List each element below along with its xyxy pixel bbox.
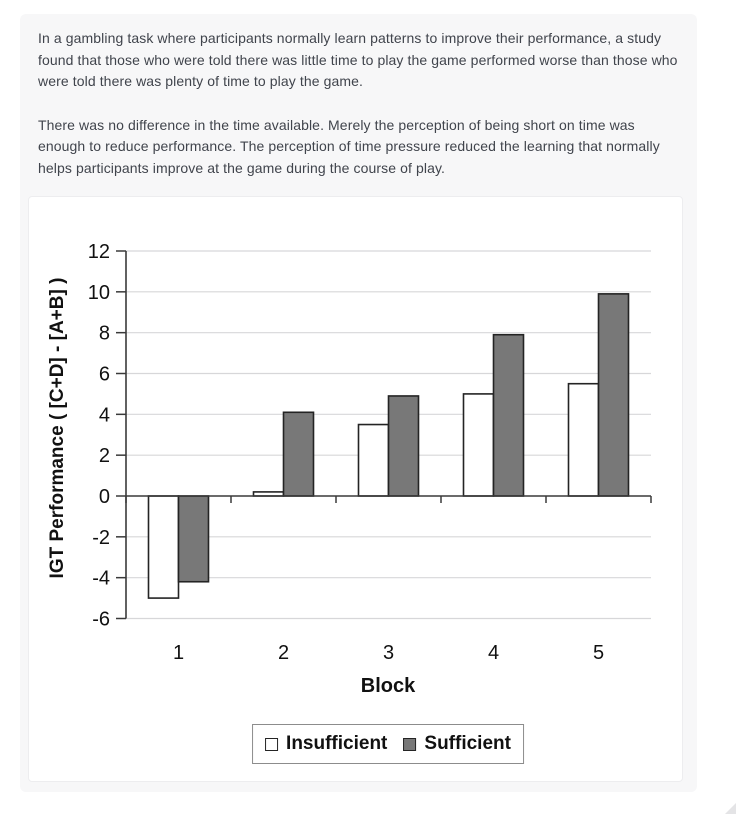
corner-artifact	[725, 803, 736, 814]
y-tick-label: 2	[99, 445, 110, 467]
legend-label-insufficient: Insufficient	[286, 733, 388, 754]
bar-sufficient-block-1	[177, 495, 210, 583]
intro-paragraph-1: In a gambling task where participants no…	[38, 30, 678, 89]
intro-paragraph-2: There was no difference in the time avai…	[38, 116, 660, 176]
legend: Insufficient Sufficient	[252, 724, 524, 764]
y-tick-label: 8	[99, 323, 110, 345]
legend-swatch-sufficient	[403, 737, 417, 751]
x-tick-label: 5	[593, 642, 604, 664]
x-tick-label: 2	[278, 642, 289, 664]
bar-insufficient-block-4	[462, 393, 495, 497]
x-tick-label: 4	[488, 642, 499, 664]
content-panel: In a gambling task where participants no…	[20, 14, 697, 792]
y-axis-title: IGT Performance ( [C+D] - [A+B] )	[47, 277, 68, 579]
y-tick-label: 4	[99, 404, 110, 426]
legend-label-sufficient: Sufficient	[424, 733, 511, 754]
x-axis-title: Block	[360, 675, 416, 697]
x-tick-label: 3	[383, 642, 394, 664]
y-tick-label: 10	[88, 282, 110, 304]
y-tick-label: -4	[92, 568, 110, 590]
bar-insufficient-block-5	[567, 382, 600, 497]
bar-insufficient-block-1	[147, 495, 180, 599]
x-tick-label: 1	[173, 642, 184, 664]
bar-sufficient-block-5	[597, 293, 630, 497]
bar-sufficient-block-2	[282, 411, 315, 497]
y-tick-label: 0	[99, 486, 110, 508]
bar-sufficient-block-4	[492, 333, 525, 497]
bar-sufficient-block-3	[387, 395, 420, 497]
y-tick-label: -6	[92, 609, 110, 631]
bar-insufficient-block-3	[357, 423, 390, 497]
chart-card: -6 -4 -2 0 2 4 6 8 10 12 1 2 3 4 5 IGT Performance ( […	[28, 196, 683, 782]
y-tick-label: -2	[92, 527, 110, 549]
y-tick-label: 6	[99, 364, 110, 386]
y-tick-label: 12	[88, 241, 110, 263]
legend-swatch-insufficient	[265, 737, 279, 751]
